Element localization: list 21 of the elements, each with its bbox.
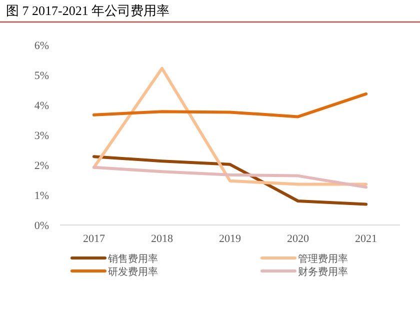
line-series bbox=[92, 92, 368, 118]
line-series bbox=[92, 166, 368, 189]
line-series bbox=[92, 155, 368, 206]
x-tick-label: 2021 bbox=[355, 233, 377, 245]
y-tick-label: 1% bbox=[34, 190, 49, 202]
legend-label: 管理费用率 bbox=[298, 253, 348, 265]
chart-title: 图 7 2017-2021 年公司费用率 bbox=[6, 3, 170, 18]
x-tick-label: 2020 bbox=[287, 233, 310, 245]
legend-label: 研发费用率 bbox=[108, 266, 158, 278]
legend-label: 财务费用率 bbox=[298, 266, 348, 278]
y-tick-label: 2% bbox=[34, 160, 49, 172]
x-tick-label: 2017 bbox=[83, 233, 106, 245]
y-tick-label: 5% bbox=[34, 70, 49, 82]
line-series bbox=[92, 66, 368, 186]
y-tick-label: 6% bbox=[34, 40, 49, 52]
x-tick-label: 2018 bbox=[151, 233, 174, 245]
legend-label: 销售费用率 bbox=[107, 253, 158, 265]
y-tick-label: 3% bbox=[34, 130, 49, 142]
y-tick-label: 4% bbox=[34, 100, 49, 112]
x-tick-label: 2019 bbox=[219, 233, 242, 245]
y-tick-label: 0% bbox=[34, 220, 49, 232]
